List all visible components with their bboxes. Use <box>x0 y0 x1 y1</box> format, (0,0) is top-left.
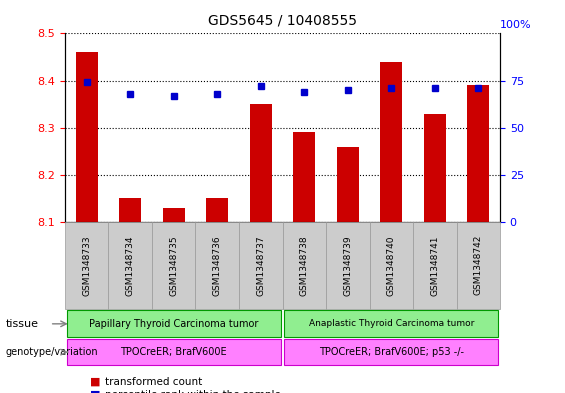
Text: 100%: 100% <box>500 20 532 29</box>
Text: GSM1348737: GSM1348737 <box>257 235 265 296</box>
Text: GSM1348733: GSM1348733 <box>82 235 91 296</box>
Text: Papillary Thyroid Carcinoma tumor: Papillary Thyroid Carcinoma tumor <box>89 319 258 329</box>
Text: GSM1348741: GSM1348741 <box>431 235 439 296</box>
Bar <box>76 52 98 222</box>
Bar <box>467 85 489 222</box>
Bar <box>424 114 446 222</box>
Text: GSM1348740: GSM1348740 <box>387 235 396 296</box>
Text: GSM1348736: GSM1348736 <box>213 235 221 296</box>
Text: TPOCreER; BrafV600E: TPOCreER; BrafV600E <box>120 347 227 357</box>
Text: TPOCreER; BrafV600E; p53 -/-: TPOCreER; BrafV600E; p53 -/- <box>319 347 464 357</box>
Text: GSM1348739: GSM1348739 <box>344 235 352 296</box>
Bar <box>206 198 228 222</box>
Bar <box>163 208 185 222</box>
Text: ■: ■ <box>90 377 101 387</box>
Text: GSM1348738: GSM1348738 <box>300 235 308 296</box>
Bar <box>293 132 315 222</box>
Text: GSM1348742: GSM1348742 <box>474 235 483 296</box>
Text: Anaplastic Thyroid Carcinoma tumor: Anaplastic Thyroid Carcinoma tumor <box>308 320 474 328</box>
Text: GSM1348734: GSM1348734 <box>126 235 134 296</box>
Text: GDS5645 / 10408555: GDS5645 / 10408555 <box>208 14 357 28</box>
Text: transformed count: transformed count <box>105 377 202 387</box>
Text: tissue: tissue <box>6 319 38 329</box>
Bar <box>119 198 141 222</box>
Text: genotype/variation: genotype/variation <box>6 347 98 357</box>
Text: GSM1348735: GSM1348735 <box>170 235 178 296</box>
Bar <box>380 62 402 222</box>
Bar <box>337 147 359 222</box>
Bar <box>250 104 272 222</box>
Text: percentile rank within the sample: percentile rank within the sample <box>105 390 280 393</box>
Text: ■: ■ <box>90 390 101 393</box>
